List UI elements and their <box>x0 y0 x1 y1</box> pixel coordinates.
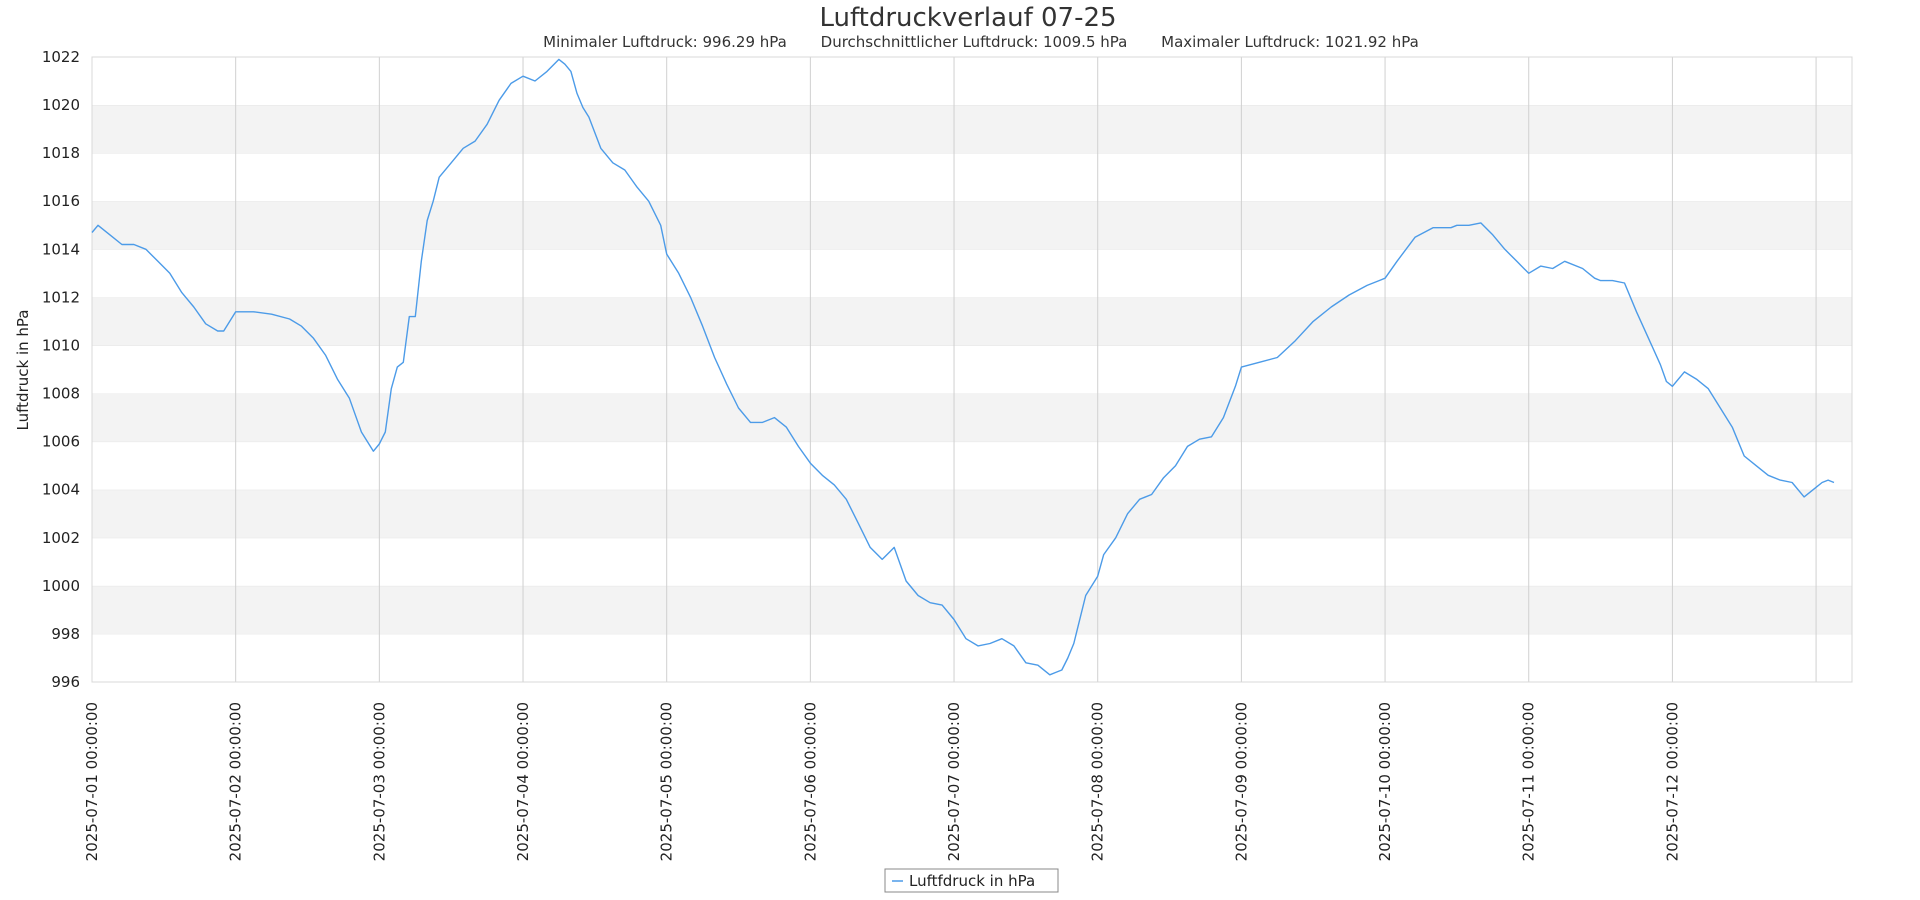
plot-band <box>92 297 1852 346</box>
y-tick-label: 996 <box>51 673 80 691</box>
vertical-gridlines <box>235 57 1817 682</box>
x-tick-label: 2025-07-03 00:00:00 <box>370 702 388 861</box>
x-axis-ticks: 2025-07-01 00:00:00 2025-07-02 00:00:00 20… <box>83 702 1681 861</box>
y-tick-label: 998 <box>51 625 80 643</box>
legend[interactable]: Luftfdruck in hPa <box>884 868 1059 893</box>
y-tick-label: 1004 <box>42 481 80 499</box>
series-layer <box>91 58 1835 676</box>
series-line <box>91 58 1835 676</box>
y-tick-label: 1000 <box>42 577 80 595</box>
plot-band <box>92 249 1852 298</box>
y-tick-label: 1012 <box>42 288 80 306</box>
x-tick-label: 2025-07-11 00:00:00 <box>1520 702 1538 861</box>
y-tick-label: 1022 <box>42 48 80 66</box>
y-tick-label: 1010 <box>42 336 80 354</box>
plot-band <box>92 105 1852 154</box>
plot-band <box>92 201 1852 250</box>
plot-band <box>92 441 1852 490</box>
chart-title: Luftdruckverlauf 07-25 <box>819 3 1116 33</box>
plot-bands <box>92 56 1852 682</box>
x-tick-label: 2025-07-09 00:00:00 <box>1232 702 1250 861</box>
x-tick-label: 2025-07-07 00:00:00 <box>945 702 963 861</box>
x-tick-label: 2025-07-04 00:00:00 <box>514 702 532 861</box>
x-tick-label: 2025-07-01 00:00:00 <box>83 702 101 861</box>
plot-band <box>92 537 1852 586</box>
x-tick-label: 2025-07-02 00:00:00 <box>227 702 245 861</box>
y-tick-label: 1008 <box>42 385 80 403</box>
y-tick-label: 1006 <box>42 433 80 451</box>
plot-band <box>92 489 1852 538</box>
y-tick-label: 1020 <box>42 96 80 114</box>
x-tick-label: 2025-07-06 00:00:00 <box>801 702 819 861</box>
x-tick-label: 2025-07-10 00:00:00 <box>1376 702 1394 861</box>
legend-label: Luftfdruck in hPa <box>909 872 1035 890</box>
y-tick-label: 1002 <box>42 529 80 547</box>
x-tick-label: 2025-07-05 00:00:00 <box>658 702 676 861</box>
plot-band <box>92 57 1852 106</box>
y-tick-label: 1014 <box>42 240 80 258</box>
plot-band <box>92 345 1852 394</box>
x-tick-label: 2025-07-08 00:00:00 <box>1089 702 1107 861</box>
x-tick-label: 2025-07-12 00:00:00 <box>1663 702 1681 861</box>
y-tick-label: 1016 <box>42 192 80 210</box>
legend-box <box>884 868 1059 893</box>
plot-frame <box>91 56 1853 683</box>
y-tick-label: 1018 <box>42 144 80 162</box>
y-axis-title: Luftdruck in hPa <box>14 310 32 431</box>
subtitle-avg: Durchschnittlicher Luftdruck: 1009.5 hPa <box>821 33 1128 51</box>
y-axis-ticks: 996 998 1000 1002 1004 1006 1008 1010 1012 1014 10… <box>42 48 80 691</box>
plot-band <box>92 393 1852 442</box>
plot-band <box>92 633 1852 682</box>
subtitle-max: Maximaler Luftdruck: 1021.92 hPa <box>1161 33 1419 51</box>
plot-band <box>92 585 1852 634</box>
subtitle-min: Minimaler Luftdruck: 996.29 hPa <box>543 33 787 51</box>
plot-band <box>92 153 1852 202</box>
